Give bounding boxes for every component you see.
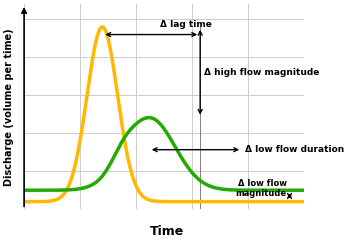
Text: Δ low flow
magnitude: Δ low flow magnitude [236,179,287,198]
Text: Δ lag time: Δ lag time [160,20,211,29]
Text: Δ high flow magnitude: Δ high flow magnitude [204,68,320,77]
Text: Discharge (volume per time): Discharge (volume per time) [4,28,14,186]
Text: Δ low flow duration: Δ low flow duration [245,145,344,154]
Text: Time: Time [149,225,184,238]
